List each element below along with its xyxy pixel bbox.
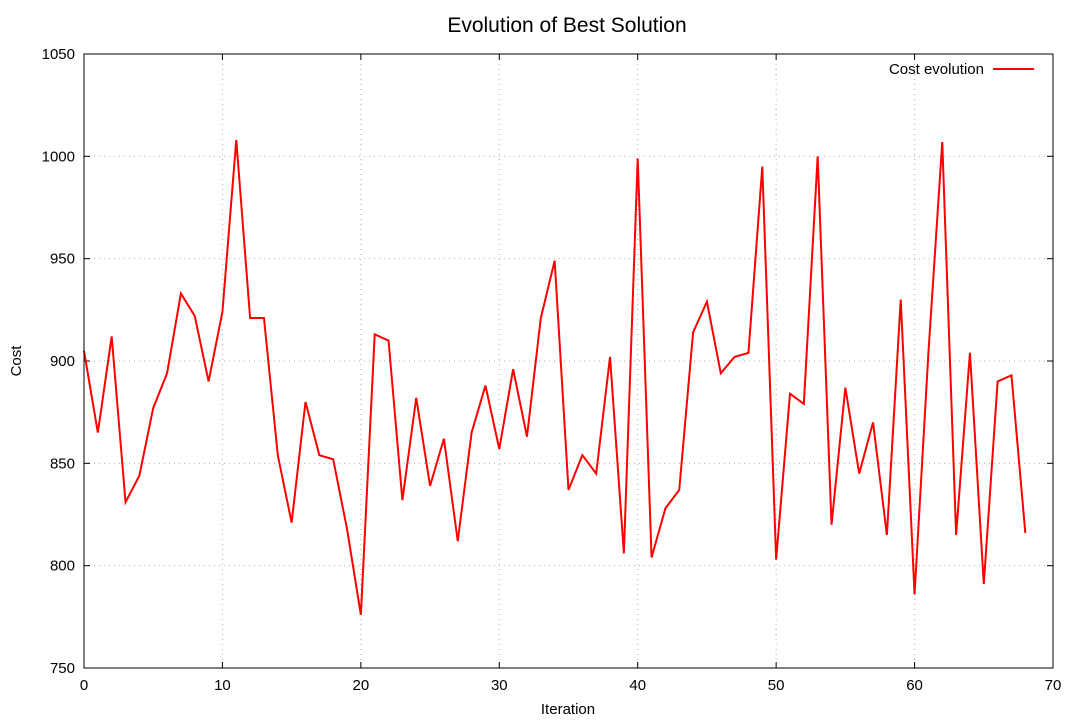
x-tick-label: 20 bbox=[353, 677, 370, 694]
chart-title: Evolution of Best Solution bbox=[447, 14, 686, 37]
x-tick-label: 0 bbox=[80, 677, 88, 694]
x-tick-label: 60 bbox=[906, 677, 923, 694]
plot-frame bbox=[83, 53, 1054, 669]
y-tick-label: 900 bbox=[50, 353, 75, 370]
x-axis-label: Iteration bbox=[541, 701, 595, 718]
y-tick-label: 750 bbox=[50, 660, 75, 677]
y-tick-label: 950 bbox=[50, 251, 75, 268]
series-line bbox=[83, 139, 1027, 615]
y-tick-label: 1000 bbox=[42, 148, 75, 165]
y-tick-label: 850 bbox=[50, 455, 75, 472]
y-axis-ticks: 750 800 850 900 950 1000 1050 bbox=[42, 46, 1053, 677]
x-tick-label: 50 bbox=[768, 677, 785, 694]
x-tick-label: 70 bbox=[1045, 677, 1062, 694]
y-axis-label: Cost bbox=[8, 345, 25, 377]
grid bbox=[84, 54, 1053, 668]
series-layer bbox=[83, 139, 1027, 615]
x-tick-label: 10 bbox=[214, 677, 231, 694]
x-axis-ticks: 0 10 20 30 40 50 60 70 bbox=[80, 54, 1062, 694]
y-tick-label: 800 bbox=[50, 558, 75, 575]
legend: Cost evolution bbox=[889, 61, 1034, 78]
y-tick-label: 1050 bbox=[42, 46, 75, 63]
x-tick-label: 30 bbox=[491, 677, 508, 694]
x-tick-label: 40 bbox=[629, 677, 646, 694]
legend-label: Cost evolution bbox=[889, 61, 984, 78]
